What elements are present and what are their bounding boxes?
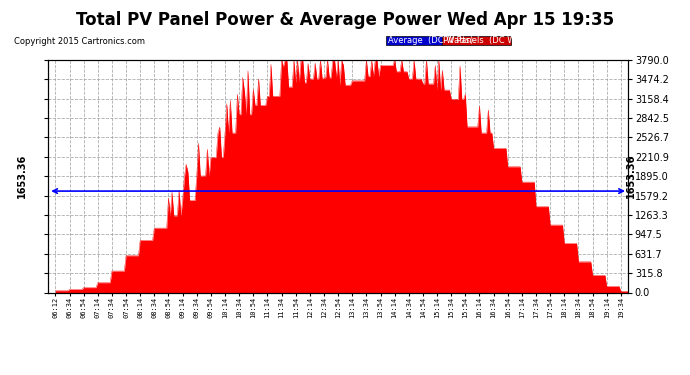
Text: 1653.36: 1653.36 — [627, 154, 636, 198]
Text: Copyright 2015 Cartronics.com: Copyright 2015 Cartronics.com — [14, 38, 145, 46]
Text: PV Panels  (DC Watts): PV Panels (DC Watts) — [443, 36, 534, 45]
Text: Average  (DC Watts): Average (DC Watts) — [388, 36, 473, 45]
Text: Total PV Panel Power & Average Power Wed Apr 15 19:35: Total PV Panel Power & Average Power Wed… — [76, 11, 614, 29]
Text: 1653.36: 1653.36 — [17, 154, 27, 198]
